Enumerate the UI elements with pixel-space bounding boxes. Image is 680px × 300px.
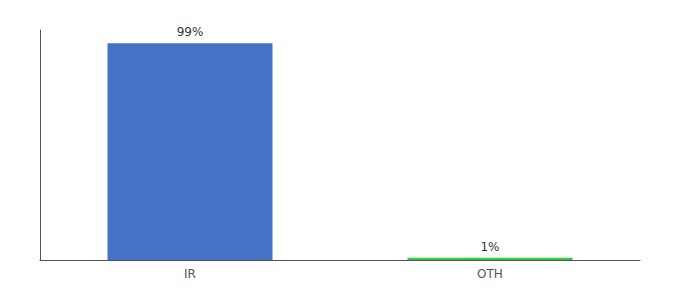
svg-text:OTH: OTH (477, 267, 503, 281)
svg-text:IR: IR (184, 267, 196, 281)
svg-text:1%: 1% (480, 240, 499, 254)
svg-text:99%: 99% (177, 25, 204, 39)
